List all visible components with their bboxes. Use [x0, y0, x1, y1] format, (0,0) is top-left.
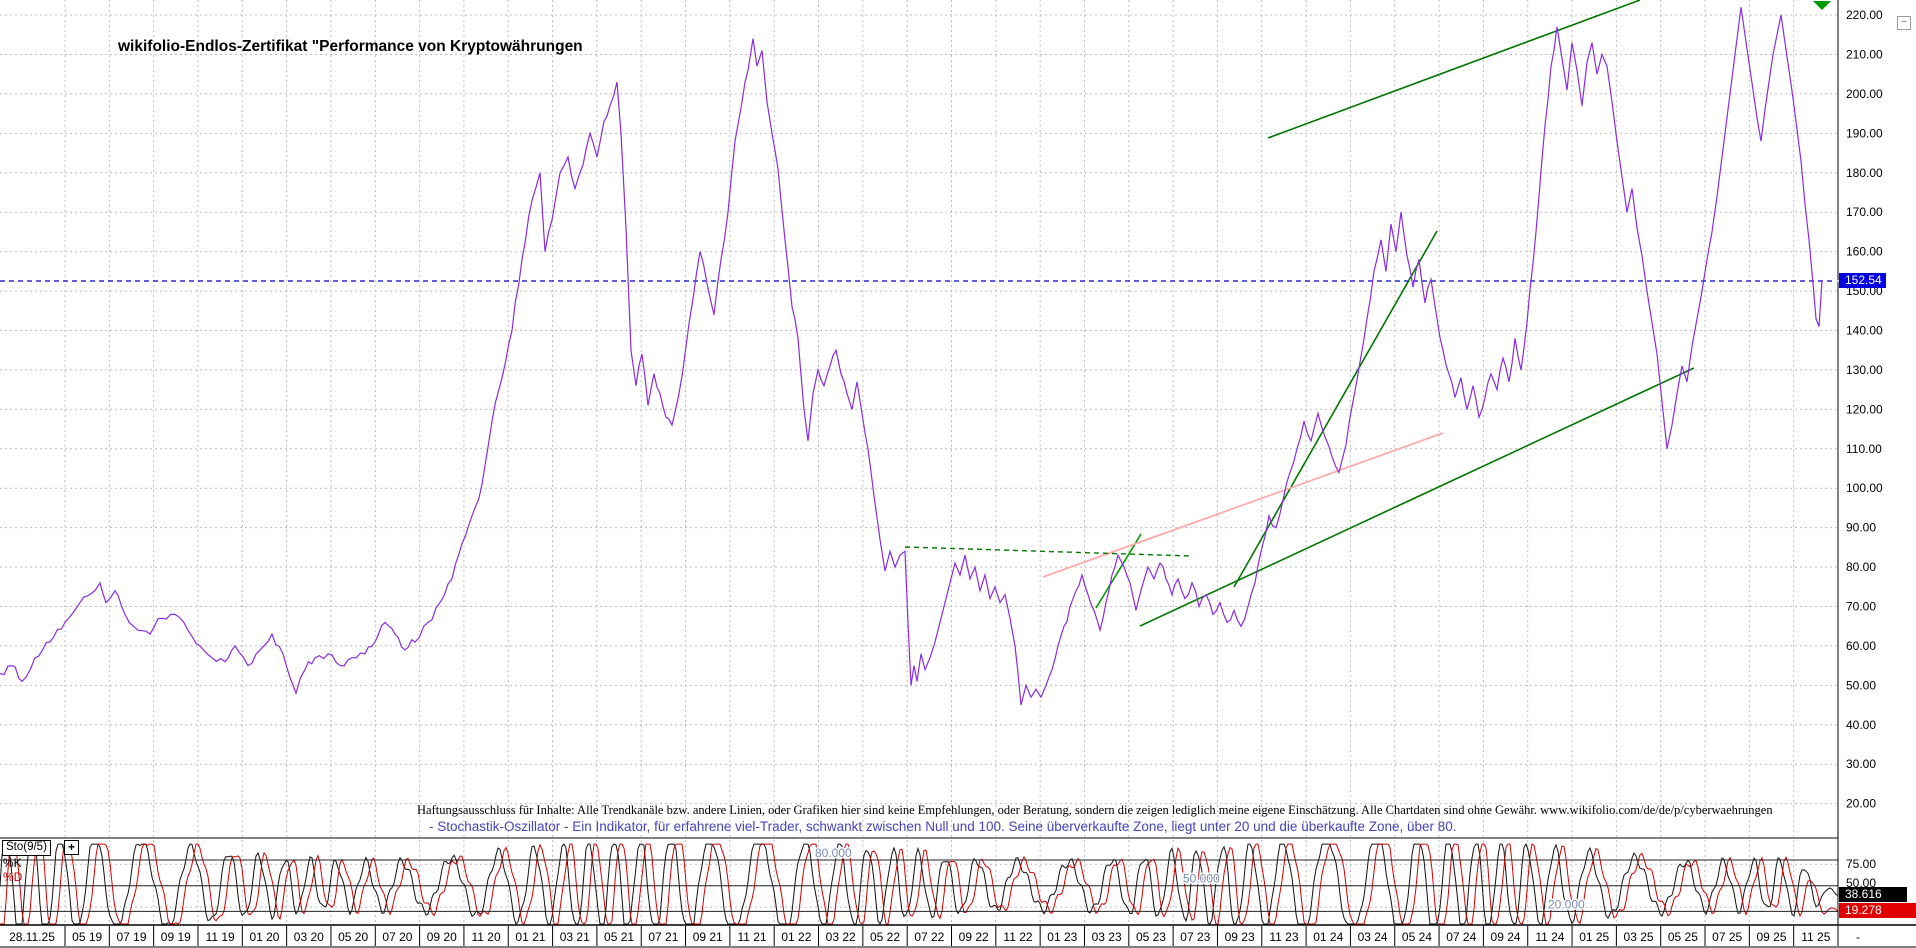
time-axis-label: 01 21 — [515, 930, 545, 944]
osc-scale-label-50: 50.00 — [1846, 876, 1877, 890]
price-axis-label: 110.00 — [1846, 442, 1882, 456]
time-axis-label: 11 21 — [737, 930, 766, 944]
time-axis-label: 03 24 — [1358, 930, 1388, 944]
time-axis-label: 03 21 — [560, 930, 590, 944]
time-axis-label: 09 21 — [693, 930, 723, 944]
percent-k-label: %K — [3, 856, 22, 870]
chart-title: wikifolio-Endlos-Zertifikat "Performance… — [118, 38, 583, 55]
price-axis-label: 70.00 — [1846, 599, 1876, 613]
time-axis-label: 07 21 — [648, 930, 678, 944]
osc-threshold-label: 80.000 — [815, 846, 852, 860]
time-axis-label: 09 23 — [1225, 930, 1255, 944]
price-axis-label: 180.00 — [1846, 166, 1883, 180]
time-axis-label: 09 19 — [161, 930, 191, 944]
trend-line — [1139, 367, 1695, 627]
time-axis-label: 01 22 — [781, 930, 811, 944]
price-axis-label: 190.00 — [1846, 126, 1883, 140]
time-axis-label: 09 25 — [1756, 930, 1786, 944]
price-axis-label: 90.00 — [1846, 521, 1876, 535]
stochastic-d-line — [0, 843, 1839, 925]
time-axis-label: 11 20 — [472, 930, 501, 944]
price-axis-label: 210.00 — [1846, 47, 1883, 61]
time-axis-label: 05 25 — [1668, 930, 1698, 944]
time-axis-label: 11 19 — [206, 930, 235, 944]
trend-line — [1267, 0, 1641, 139]
trend-line — [1095, 533, 1142, 609]
time-axis-label: 07 24 — [1446, 930, 1476, 944]
price-axis-label: 200.00 — [1846, 87, 1883, 101]
disclaimer-line2: - Stochastik-Oszillator - Ein Indikator,… — [429, 819, 1457, 834]
osc-threshold-label: 20.000 — [1548, 897, 1585, 911]
time-axis-label: 07 25 — [1712, 930, 1742, 944]
price-axis-label: 100.00 — [1846, 481, 1883, 495]
time-axis-label: 01 20 — [249, 930, 279, 944]
time-axis-label: 07 19 — [116, 930, 146, 944]
stochastic-k-value-badge: 38.616 — [1839, 887, 1907, 902]
price-axis-label: 30.00 — [1846, 757, 1876, 771]
trend-line — [1233, 230, 1438, 588]
disclaimer-line1: Haftungsausschluss für Inhalte: Alle Tre… — [417, 803, 1773, 817]
price-axis-label: 60.00 — [1846, 639, 1876, 653]
price-axis-label: 140.00 — [1846, 323, 1883, 337]
time-axis-label: 05 22 — [870, 930, 900, 944]
price-axis-label: 20.00 — [1846, 797, 1876, 811]
time-axis-label: 11 23 — [1269, 930, 1298, 944]
trend-line-dashed — [904, 546, 1193, 557]
minimize-icon[interactable]: − — [1897, 16, 1911, 30]
price-axis-label: 120.00 — [1846, 402, 1883, 416]
stochastic-indicator-button[interactable]: Sto(9/5) — [2, 840, 51, 856]
time-axis-label: 11 25 — [1801, 930, 1830, 944]
time-axis-label: 09 22 — [959, 930, 989, 944]
time-axis-label: 05 20 — [338, 930, 368, 944]
last-price-badge: 152.54 — [1839, 273, 1886, 288]
time-axis-label: 03 20 — [294, 930, 324, 944]
price-line — [0, 7, 1823, 706]
price-axis-label: 220.00 — [1846, 8, 1883, 22]
trend-line — [1042, 432, 1444, 578]
time-axis-label: 07 20 — [382, 930, 412, 944]
time-axis-label: 09 20 — [427, 930, 457, 944]
time-axis-label: 01 23 — [1047, 930, 1077, 944]
time-axis-label: 05 19 — [72, 930, 102, 944]
time-axis-label: 01 24 — [1313, 930, 1343, 944]
time-axis-label: 07 22 — [914, 930, 944, 944]
percent-d-label: %D — [3, 870, 23, 884]
price-axis-label: 170.00 — [1846, 205, 1883, 219]
price-axis-label: 50.00 — [1846, 678, 1876, 692]
osc-scale-label-75: 75.00 — [1846, 857, 1877, 871]
price-axis-label: 130.00 — [1846, 363, 1883, 377]
time-axis-label: 05 23 — [1136, 930, 1166, 944]
osc-threshold-label: 50.000 — [1183, 872, 1220, 886]
time-axis-label: 01 25 — [1579, 930, 1609, 944]
down-arrow-marker — [1813, 1, 1831, 10]
time-axis-overflow-label: - — [1856, 930, 1860, 944]
add-indicator-button[interactable]: + — [64, 840, 79, 855]
price-axis-label: 80.00 — [1846, 560, 1876, 574]
price-axis-label: 40.00 — [1846, 718, 1876, 732]
time-axis-label: 11 22 — [1003, 930, 1032, 944]
time-axis-label: 09 24 — [1491, 930, 1521, 944]
time-axis-label: 03 25 — [1624, 930, 1654, 944]
stochastic-k-line — [0, 842, 1839, 926]
price-axis-label: 160.00 — [1846, 245, 1883, 259]
time-axis-label: 11 24 — [1535, 930, 1564, 944]
time-axis-first-label: 28.11.25 — [9, 930, 55, 944]
time-axis-label: 05 21 — [604, 930, 634, 944]
time-axis-label: 03 22 — [826, 930, 856, 944]
time-axis-label: 05 24 — [1402, 930, 1432, 944]
time-axis-label: 07 23 — [1180, 930, 1210, 944]
stochastic-d-value-badge: 19.278 — [1839, 903, 1916, 918]
time-axis-label: 03 23 — [1092, 930, 1122, 944]
